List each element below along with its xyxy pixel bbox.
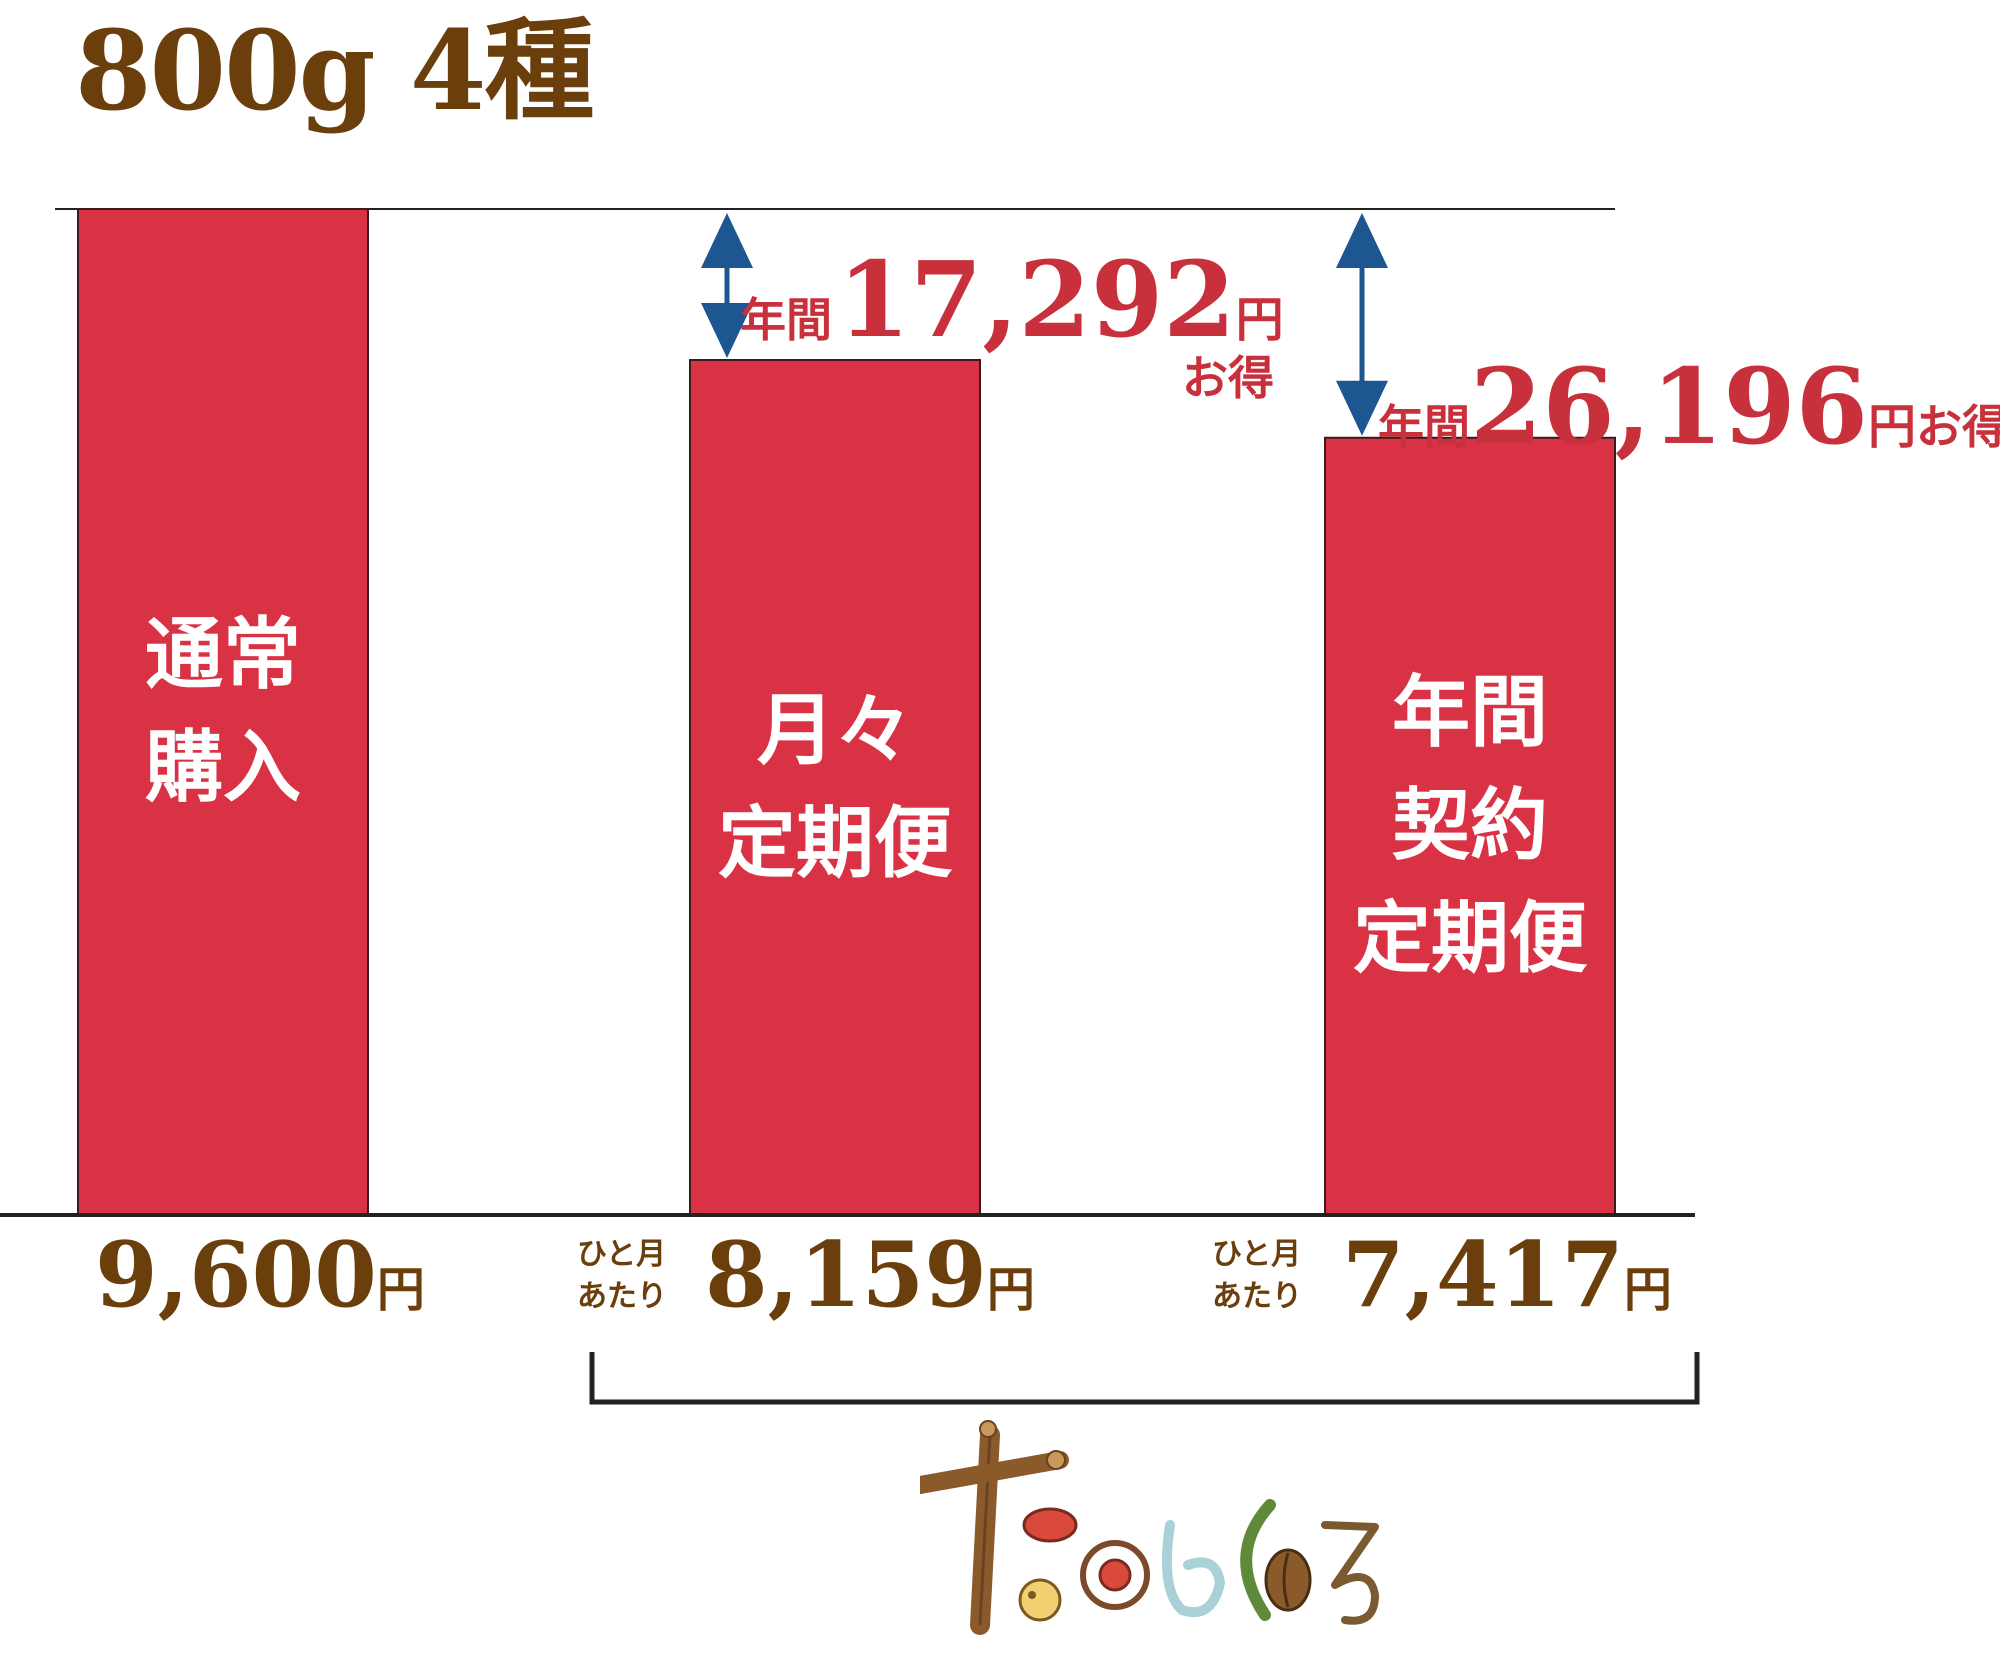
saving-monthly-suffix-wrap: お得 — [1182, 355, 1274, 401]
price-annual-value: 7,417 — [1342, 1222, 1624, 1328]
saving-arrow-monthly — [701, 213, 753, 359]
price-regular-unit: 円 — [376, 1262, 425, 1318]
price-monthly: 8,159円 — [705, 1230, 1035, 1320]
price-monthly-value: 8,159 — [705, 1222, 987, 1328]
bar-label-annual: 年間 契約 定期便 — [1352, 667, 1587, 985]
price-annual: 7,417円 — [1342, 1230, 1672, 1320]
note-annual: ひと月 あたり — [1212, 1237, 1302, 1314]
tanomikuru-logo — [920, 1420, 1379, 1635]
price-regular-value: 9,600 — [95, 1222, 377, 1328]
saving-monthly-prefix: 年間 — [740, 293, 832, 347]
bar-label-regular: 通常 購入 — [144, 610, 301, 814]
saving-annual-suffix: お得 — [1916, 400, 2000, 454]
subscription-bracket — [589, 1352, 1700, 1405]
arrow-head-up — [701, 213, 753, 268]
note-monthly: ひと月 あたり — [577, 1237, 667, 1314]
bar-label-monthly: 月々 定期便 — [717, 685, 952, 889]
saving-monthly-unit: 円 — [1235, 292, 1284, 348]
saving-annual: 年間26,196円お得 — [1378, 355, 2000, 459]
saving-monthly: 年間 17,292円 — [740, 248, 1284, 352]
saving-annual-prefix: 年間 — [1378, 400, 1470, 454]
arrow-head-down — [701, 303, 753, 359]
saving-annual-amount: 26,196 — [1470, 345, 1869, 468]
bar-monthly — [689, 359, 981, 1216]
arrow-head-down — [1336, 380, 1388, 436]
saving-monthly-amount: 17,292 — [837, 238, 1236, 361]
saving-arrow-annual — [1336, 213, 1388, 436]
chart-title: 800g 4種 — [75, 6, 594, 135]
price-monthly-unit: 円 — [986, 1262, 1035, 1318]
price-regular: 9,600円 — [95, 1230, 425, 1320]
saving-monthly-suffix: お得 — [1182, 351, 1274, 405]
saving-annual-unit: 円 — [1868, 399, 1917, 455]
arrow-head-up — [1336, 213, 1388, 268]
price-annual-unit: 円 — [1623, 1262, 1672, 1318]
